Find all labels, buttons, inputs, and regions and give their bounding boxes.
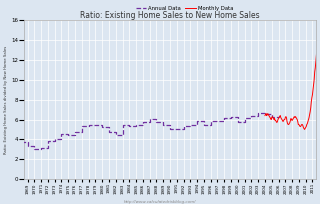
Y-axis label: Ratio: Existing Home Sales divided by New Home Sales: Ratio: Existing Home Sales divided by Ne…	[4, 45, 8, 154]
Monthly Data	[299, 124, 303, 127]
Text: http://www.calculatedriskblog.com/: http://www.calculatedriskblog.com/	[124, 200, 196, 204]
Annual Data	[276, 115, 280, 118]
Monthly Data	[273, 117, 276, 120]
Annual Data	[155, 120, 158, 123]
Annual Data	[188, 125, 192, 128]
Title: Ratio: Existing Home Sales to New Home Sales: Ratio: Existing Home Sales to New Home S…	[80, 11, 260, 20]
Annual Data	[229, 116, 233, 119]
Monthly Data	[302, 127, 306, 130]
Line: Monthly Data: Monthly Data	[265, 40, 318, 130]
Annual Data	[114, 131, 118, 134]
Monthly Data	[300, 123, 304, 126]
Monthly Data	[303, 128, 307, 131]
Annual Data	[46, 140, 50, 143]
Annual Data	[19, 141, 23, 144]
Annual Data	[32, 148, 36, 151]
Line: Annual Data: Annual Data	[21, 113, 278, 149]
Monthly Data	[265, 113, 269, 116]
Annual Data	[195, 123, 199, 126]
Monthly Data	[316, 39, 320, 41]
Monthly Data	[303, 127, 307, 130]
Monthly Data	[263, 114, 267, 117]
Legend: Annual Data, Monthly Data: Annual Data, Monthly Data	[134, 4, 236, 13]
Annual Data	[256, 111, 260, 114]
